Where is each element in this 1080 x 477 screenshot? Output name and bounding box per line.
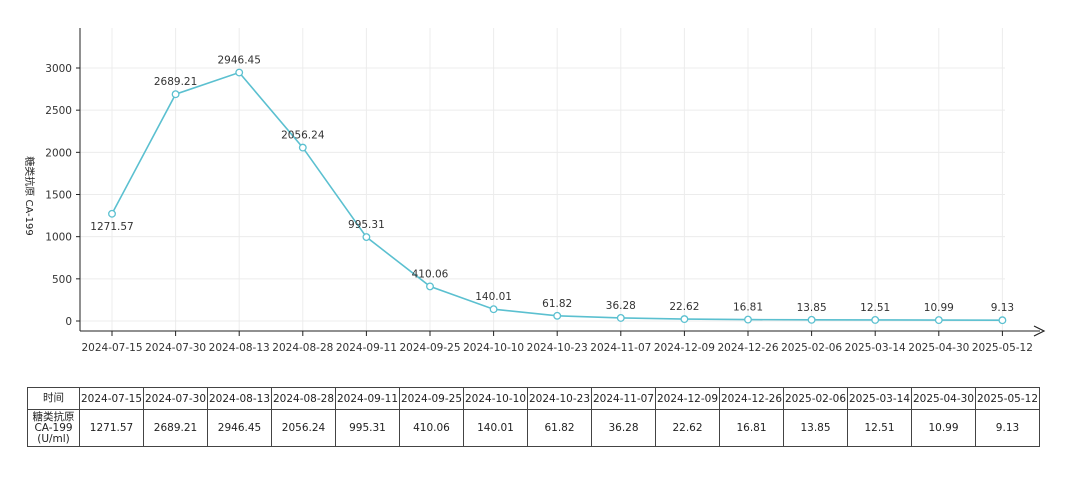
table-cell-date: 2024-12-09 — [655, 387, 720, 410]
table-cell-date: 2025-04-30 — [911, 387, 976, 410]
y-axis-label: 糖类抗原 CA-199 — [23, 156, 36, 235]
data-label: 2689.21 — [154, 76, 197, 88]
axes — [76, 28, 1046, 337]
data-label: 16.81 — [733, 302, 763, 314]
x-tick-label: 2024-09-25 — [399, 342, 460, 354]
table-cell-date: 2024-09-11 — [335, 387, 400, 410]
table-cell-value: 61.82 — [527, 409, 592, 447]
table-cell-date: 2024-08-13 — [207, 387, 272, 410]
y-tick-label: 1500 — [45, 190, 72, 202]
data-point — [553, 311, 562, 320]
table-header-time: 时间 — [27, 387, 80, 410]
y-tick-label: 0 — [65, 316, 72, 328]
data-point — [362, 233, 371, 242]
y-tick-labels: 0 500 1000 1500 2000 2500 3000 — [45, 63, 72, 328]
data-label: 22.62 — [669, 301, 699, 313]
table-cell-date: 2024-12-26 — [719, 387, 784, 410]
table-cell-date: 2024-09-25 — [399, 387, 464, 410]
data-table: 时间 2024-07-15 2024-07-30 2024-08-13 2024-08… — [27, 387, 1040, 447]
data-labels: 1271.57 2689.21 2946.45 2056.24 995.31 410.06… — [90, 55, 1014, 315]
data-point — [616, 313, 625, 322]
y-tick-label: 2500 — [45, 105, 72, 117]
x-tick-label: 2024-12-26 — [717, 342, 778, 354]
table-row-values: 糖类抗原 CA-199 (U/ml) 1271.57 2689.21 2946.45… — [27, 409, 1040, 447]
data-label: 140.01 — [475, 291, 512, 303]
x-tick-label: 2025-02-06 — [781, 342, 842, 354]
y-tick-label: 3000 — [45, 63, 72, 75]
table-cell-value: 12.51 — [847, 409, 912, 447]
table-header-value: 糖类抗原 CA-199 (U/ml) — [27, 409, 80, 447]
table-cell-value: 16.81 — [719, 409, 784, 447]
table-cell-value: 10.99 — [911, 409, 976, 447]
x-tick-label: 2024-07-15 — [81, 342, 142, 354]
table-cell-date: 2024-10-10 — [463, 387, 528, 410]
data-point — [235, 68, 244, 77]
table-cell-value: 140.01 — [463, 409, 528, 447]
x-tick-label: 2025-05-12 — [972, 342, 1033, 354]
table-cell-value: 995.31 — [335, 409, 400, 447]
x-tick-label: 2024-12-09 — [654, 342, 715, 354]
table-cell-value: 13.85 — [783, 409, 848, 447]
table-cell-date: 2025-02-06 — [783, 387, 848, 410]
data-label: 2056.24 — [281, 130, 325, 142]
table-cell-date: 2024-08-28 — [271, 387, 336, 410]
table-cell-date: 2024-07-30 — [143, 387, 208, 410]
table-cell-date: 2025-03-14 — [847, 387, 912, 410]
x-tick-label: 2025-04-30 — [908, 342, 969, 354]
data-label: 36.28 — [606, 300, 636, 312]
table-cell-value: 2689.21 — [143, 409, 208, 447]
data-label: 12.51 — [860, 302, 890, 314]
x-tick-label: 2025-03-14 — [845, 342, 906, 354]
table-cell-value: 36.28 — [591, 409, 656, 447]
table-cell-value: 2056.24 — [271, 409, 336, 447]
x-tick-label: 2024-07-30 — [145, 342, 206, 354]
table-cell-date: 2024-10-23 — [527, 387, 592, 410]
data-point — [934, 316, 943, 325]
x-tick-label: 2024-11-07 — [590, 342, 651, 354]
data-point — [426, 282, 434, 291]
table-header-value-line-1: 糖类抗原 — [32, 410, 75, 423]
table-cell-value: 1271.57 — [79, 409, 144, 447]
data-point — [871, 315, 880, 324]
data-point — [680, 315, 689, 324]
x-tick-label: 2024-10-23 — [527, 342, 588, 354]
y-tick-label: 2000 — [45, 147, 72, 159]
table-cell-value: 22.62 — [655, 409, 720, 447]
data-point — [807, 315, 816, 324]
gridlines — [80, 28, 1005, 331]
line-chart: 糖类抗原 CA-199 0 500 1000 1500 2000 2500 3000 202… — [23, 28, 1046, 354]
table-header-value-line-3: (U/ml) — [37, 432, 70, 445]
x-tick-label: 2024-08-28 — [272, 342, 333, 354]
data-point — [489, 305, 498, 314]
x-tick-label: 2024-08-13 — [209, 342, 270, 354]
data-point — [298, 143, 307, 152]
table-cell-value: 2946.45 — [207, 409, 272, 447]
x-tick-labels: 2024-07-15 2024-07-30 2024-08-13 2024-08-28… — [81, 342, 1032, 354]
y-tick-label: 1000 — [45, 232, 72, 244]
data-label: 2946.45 — [217, 55, 260, 67]
data-label: 61.82 — [542, 298, 572, 310]
table-cell-date: 2025-05-12 — [975, 387, 1040, 410]
data-points — [108, 68, 1007, 325]
data-point — [744, 315, 752, 324]
data-label: 995.31 — [348, 219, 385, 231]
y-tick-label: 500 — [52, 274, 72, 286]
x-tick-label: 2024-10-10 — [463, 342, 524, 354]
table-cell-value: 9.13 — [975, 409, 1040, 447]
table-row-dates: 时间 2024-07-15 2024-07-30 2024-08-13 2024-08… — [27, 387, 1040, 410]
data-point — [998, 316, 1007, 325]
data-point — [108, 209, 116, 218]
data-point — [171, 90, 180, 99]
data-label: 410.06 — [412, 268, 449, 280]
table-cell-date: 2024-11-07 — [591, 387, 656, 410]
table-header-value-line-2: CA-199 — [34, 421, 73, 434]
x-tick-label: 2024-09-11 — [336, 342, 397, 354]
x-axis-arrow — [1033, 325, 1046, 337]
data-label: 1271.57 — [90, 221, 133, 233]
table-cell-value: 410.06 — [399, 409, 464, 447]
data-label: 13.85 — [797, 302, 827, 314]
data-label: 10.99 — [924, 302, 954, 314]
table-cell-date: 2024-07-15 — [79, 387, 144, 410]
data-label: 9.13 — [991, 302, 1014, 314]
